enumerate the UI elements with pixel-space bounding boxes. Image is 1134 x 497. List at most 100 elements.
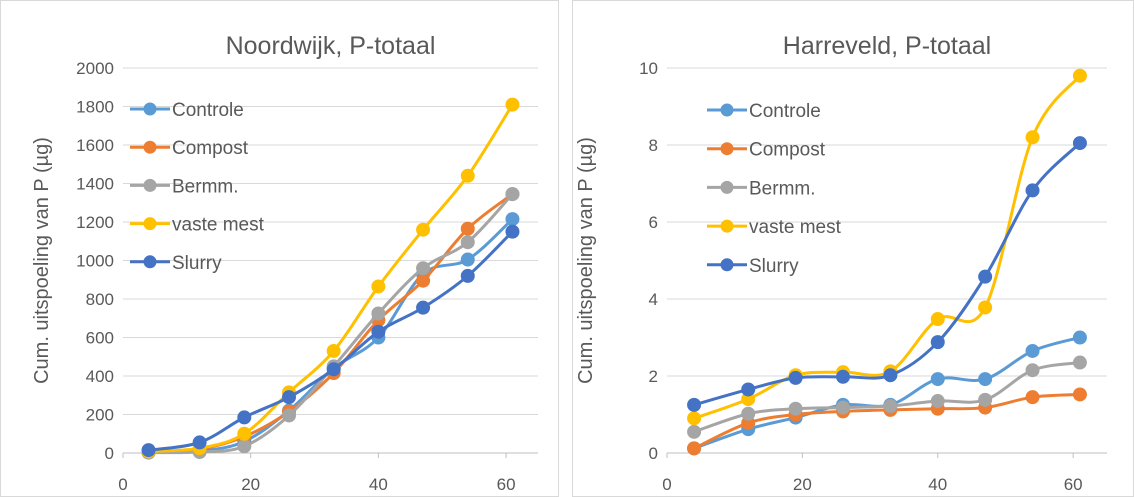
x-tick-label: 60 [497,475,516,494]
x-tick-label: 40 [928,475,947,494]
x-tick-label: 40 [369,475,388,494]
series-line [148,103,514,453]
chart-harreveld: Harreveld, P-totaal 0 2 4 6 8 10 0 20 40 60 Cum. ui… [575,32,1107,494]
y-tick-label: 4 [649,290,658,309]
data-point [930,394,945,409]
data-point [1072,387,1087,402]
y-tick-label: 1000 [76,252,114,271]
data-point [978,392,993,407]
chart-title: Noordwijk, P-totaal [226,32,436,60]
legend-marker [143,140,157,154]
data-point [460,252,475,267]
x-tick-label: 20 [241,475,260,494]
chart-noordwijk: Noordwijk, P-totaal020040060080010001200… [31,32,538,494]
data-point [930,335,945,350]
legend-marker [143,217,157,231]
data-point [371,306,386,321]
legend-marker [720,180,734,194]
data-point [416,300,431,315]
data-point [836,369,850,384]
data-point [505,224,520,239]
data-point [1072,136,1087,151]
data-point [1025,363,1040,378]
y-tick-label: 10 [639,59,658,78]
legend-label: vaste mest [172,215,265,236]
data-point [687,424,702,439]
chart-panel-harreveld: Harreveld, P-totaal 0 2 4 6 8 10 0 20 40 60 Cum. ui… [572,0,1134,497]
data-point [237,426,252,441]
legend-label: Controle [749,101,821,122]
data-point [978,300,993,315]
y-tick-label: 6 [649,213,658,232]
y-tick-label: 8 [649,136,658,155]
data-point [836,400,850,415]
data-point [1072,68,1087,83]
x-tick-label: 0 [118,475,127,494]
x-tick-label: 20 [793,475,812,494]
data-point [192,435,207,450]
data-point [930,312,945,327]
data-point [930,372,945,387]
chart-title: Harreveld, P-totaal [783,32,991,60]
legend-marker [720,142,734,156]
data-point [460,221,475,236]
x-tick-label: 0 [662,475,671,494]
legend-marker [720,258,734,272]
legend-label: Compost [749,140,826,161]
data-point [1025,130,1040,145]
data-point [741,406,756,421]
series-line [693,74,1082,420]
data-point [883,399,898,414]
y-tick-label: 1600 [76,136,114,155]
chart-panel-noordwijk: Noordwijk, P-totaal 0 200 400 600 800 1000 1200… [0,0,559,497]
y-tick-label: 200 [86,406,114,425]
data-point [788,401,803,416]
legend-marker [720,103,734,117]
data-point [1025,343,1040,358]
data-point [505,97,520,112]
y-tick-label: 0 [649,444,658,463]
legend-label: Slurry [749,256,799,277]
x-tick-label: 60 [1064,475,1083,494]
data-point [978,372,993,387]
data-point [416,261,431,276]
data-point [371,324,386,339]
y-tick-label: 2000 [76,59,114,78]
legend-marker [143,102,157,116]
data-point [505,212,520,227]
data-point [460,168,475,183]
y-tick-label: 1400 [76,175,114,194]
data-point [1025,390,1040,405]
data-point [416,273,431,288]
data-point [687,411,702,426]
data-point [141,443,156,458]
data-point [326,362,341,377]
data-point [282,390,296,405]
y-tick-label: 400 [86,367,114,386]
data-point [741,382,756,397]
legend-label: Bermm. [172,176,239,197]
y-tick-label: 800 [86,290,114,309]
data-point [505,187,520,202]
data-point [237,410,252,425]
data-point [1025,183,1040,198]
y-tick-label: 600 [86,329,114,348]
data-point [788,370,803,385]
data-point [687,397,702,412]
y-tick-label: 0 [105,444,114,463]
legend-marker [143,255,157,269]
legend-label: Compost [172,138,249,159]
data-point [237,439,252,454]
legend-label: Bermm. [749,178,816,199]
legend-label: vaste mest [749,217,842,238]
legend-marker [720,219,734,233]
legend-label: Slurry [172,253,222,274]
y-tick-label: 1800 [76,98,114,117]
y-axis-label: Cum. uitspoeling van P (µg) [31,137,53,384]
data-point [1072,355,1087,370]
y-tick-label: 2 [649,367,658,386]
data-point [1072,330,1087,345]
data-point [687,441,702,456]
series-line [693,142,1081,407]
data-point [371,279,386,294]
